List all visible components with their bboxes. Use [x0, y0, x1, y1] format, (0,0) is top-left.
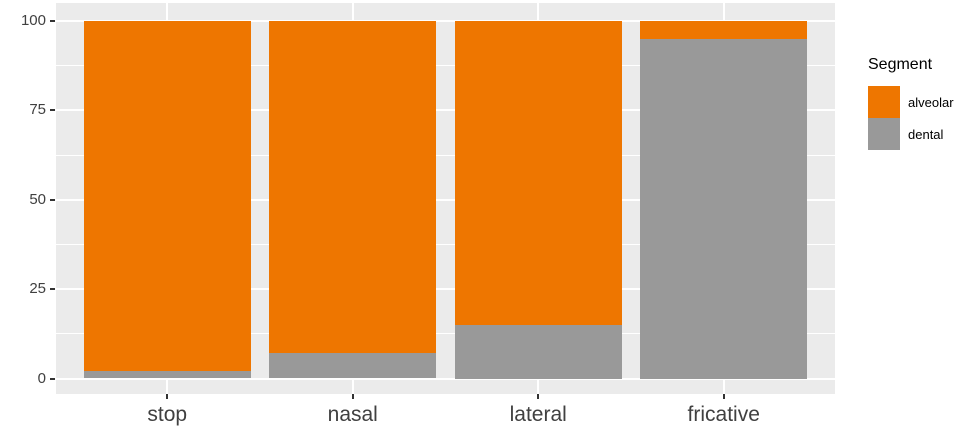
y-tick: [50, 20, 55, 22]
gridline-major: [56, 20, 835, 22]
legend-item-alveolar: alveolar: [868, 86, 972, 118]
legend-item-dental: dental: [868, 118, 972, 150]
bar-stop-alveolar: [83, 21, 251, 372]
y-tick-label: 100: [20, 12, 46, 29]
legend-title: Segment: [868, 56, 933, 73]
gridline-minor: [56, 333, 835, 335]
gridline-major: [56, 288, 835, 291]
bar-fricative-dental: [640, 38, 808, 379]
bar-lateral-dental: [454, 324, 622, 379]
y-tick-label: 75: [29, 101, 46, 119]
x-category-label: fricative: [687, 403, 760, 426]
x-category-label: lateral: [509, 403, 567, 426]
y-tick-label: 50: [29, 190, 46, 208]
gridline-minor: [56, 65, 835, 67]
y-tick-label: 0: [37, 369, 46, 387]
x-tick: [351, 394, 354, 399]
gridline-minor: [56, 243, 835, 245]
y-tick: [50, 377, 55, 380]
y-tick-label: 25: [29, 280, 46, 298]
x-category-label: nasal: [327, 403, 378, 426]
bar-stop-dental: [83, 371, 251, 379]
gridline-major: [56, 198, 835, 201]
gridline-minor: [56, 154, 835, 156]
gridline-major: [56, 377, 835, 380]
plot-panel: [56, 3, 835, 394]
gridline-major: [56, 109, 835, 112]
legend-label-dental: dental: [908, 126, 944, 142]
bar-nasal-alveolar: [269, 21, 437, 354]
legend-label-alveolar: alveolar: [908, 94, 954, 110]
legend: Segment alveolar dental: [868, 55, 972, 150]
x-tick: [722, 394, 725, 399]
legend-swatch-alveolar: [868, 86, 900, 118]
bar-nasal-dental: [269, 353, 437, 379]
legend-items: alveolar dental: [868, 86, 972, 150]
bar-fricative-alveolar: [640, 21, 808, 39]
bar-lateral-alveolar: [454, 21, 622, 325]
x-tick: [166, 394, 169, 399]
y-tick: [50, 109, 55, 112]
y-tick: [50, 288, 55, 291]
y-tick: [50, 198, 55, 201]
x-tick: [537, 394, 540, 399]
legend-swatch-dental: [868, 118, 900, 150]
x-category-label: stop: [147, 403, 188, 426]
